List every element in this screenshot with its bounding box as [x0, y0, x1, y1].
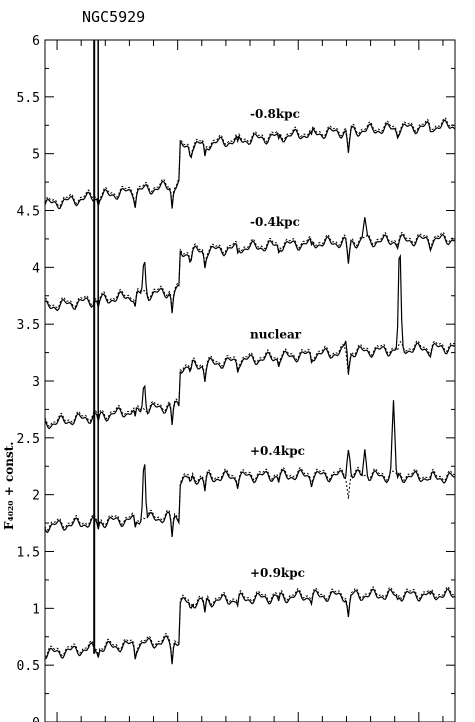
- observed-spectrum: [44, 588, 456, 665]
- y-axis: 0 0.5 1 1.5 2 2.5 3 3.5 4 4.5 5 5.5 6: [17, 34, 455, 722]
- observed-spectrum: [44, 119, 456, 210]
- y-tick-label: 4.5: [17, 205, 40, 220]
- chart-title: NGC5929: [82, 8, 145, 26]
- y-tick-label: 4: [32, 261, 40, 276]
- observed-spectrum: [44, 217, 456, 314]
- series-label: nuclear: [250, 327, 302, 341]
- y-axis-label: F₄₀₂₀ + const.: [2, 442, 16, 530]
- y-tick-label: 6: [32, 34, 40, 49]
- model-spectrum: [44, 466, 456, 535]
- model-spectrum: [44, 231, 456, 312]
- model-spectrum: [44, 340, 456, 427]
- y-tick-label: 5: [32, 148, 40, 163]
- y-tick-label: 0: [32, 716, 40, 722]
- series-label: -0.8kpc: [250, 107, 300, 121]
- observed-spectrum: [44, 400, 456, 538]
- y-tick-label: 5.5: [17, 91, 40, 106]
- spectra: -0.8kpc -0.4kpc nuclear +0.4kpc +0.9kpc: [44, 40, 456, 665]
- model-spectrum: [44, 117, 456, 207]
- y-tick-label: 2: [32, 489, 40, 504]
- series-label: +0.9kpc: [250, 566, 305, 580]
- y-tick-label: 3: [32, 375, 40, 390]
- plot-frame: [44, 39, 456, 722]
- y-tick-label: 1.5: [17, 546, 40, 561]
- y-tick-label: 0.5: [17, 659, 40, 674]
- series-label: -0.4kpc: [250, 215, 300, 229]
- y-tick-label: 1: [32, 602, 40, 617]
- model-spectrum: [44, 586, 456, 662]
- series-label: +0.4kpc: [250, 444, 305, 458]
- x-axis: [56, 40, 444, 722]
- y-tick-label: 2.5: [17, 432, 40, 447]
- observed-spectrum: [44, 253, 456, 430]
- y-tick-label: 3.5: [17, 318, 40, 333]
